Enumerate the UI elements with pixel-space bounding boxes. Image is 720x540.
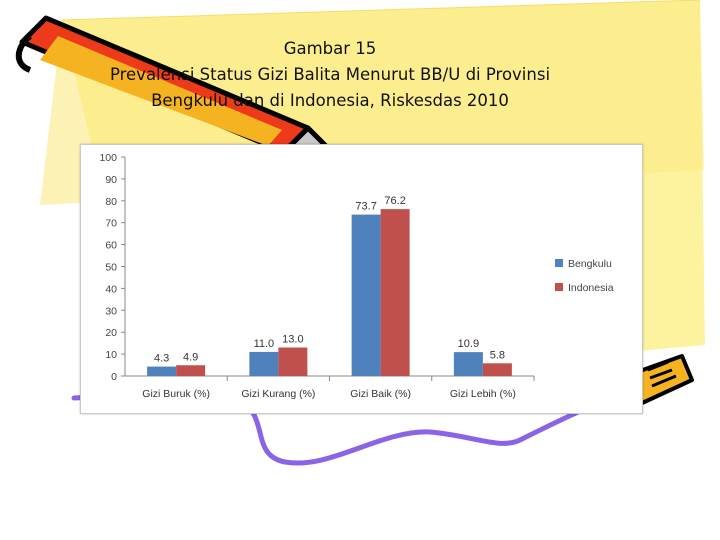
title-line-main: Prevalensi Status Gizi Balita Menurut BB… (109, 65, 551, 84)
chart-panel: 0 10 20 30 40 50 60 70 80 90 100 4.3 4.9 Gizi Buruk (… (80, 144, 643, 414)
y-tick-label: 30 (105, 305, 117, 317)
y-tick-label: 70 (105, 218, 117, 230)
y-tick-label: 0 (111, 371, 117, 383)
bar-bengkulu (249, 351, 279, 376)
bar-bengkulu (147, 366, 177, 376)
y-tick-label: 40 (105, 283, 117, 295)
legend-label-bengkulu: Bengkulu (568, 258, 612, 270)
data-label: 4.9 (183, 351, 198, 363)
bar-bengkulu (351, 214, 381, 376)
category-label: Gizi Buruk (%) (142, 388, 210, 400)
y-tick-label: 10 (105, 349, 117, 361)
bar-indonesia (278, 347, 308, 376)
category-label: Gizi Lebih (%) (450, 388, 516, 400)
data-label: 11.0 (254, 338, 275, 350)
y-tick-label: 50 (105, 262, 117, 274)
category-label: Gizi Kurang (%) (241, 388, 315, 400)
title-line-figure: Gambar 15 (283, 39, 377, 58)
y-tick-label: 20 (105, 327, 117, 339)
bar-chart: 0 10 20 30 40 50 60 70 80 90 100 4.3 4.9 Gizi Buruk (… (99, 152, 614, 400)
legend-label-indonesia: Indonesia (568, 282, 614, 294)
category-label: Gizi Baik (%) (350, 388, 411, 400)
bar-indonesia (482, 363, 512, 376)
bar-indonesia (176, 365, 206, 376)
y-tick-label: 100 (99, 152, 117, 164)
bar-indonesia (380, 209, 410, 376)
data-label: 76.2 (384, 195, 405, 207)
bar-bengkulu (453, 352, 483, 376)
y-tick-label: 80 (105, 196, 117, 208)
y-tick-label: 60 (105, 240, 117, 252)
data-label: 73.7 (355, 201, 376, 213)
title-line-sub: Bengkulu dan di Indonesia, Riskesdas 201… (151, 91, 509, 110)
data-label: 5.8 (490, 349, 505, 361)
data-label: 13.0 (282, 334, 303, 346)
legend-swatch-indonesia (555, 283, 563, 291)
data-label: 4.3 (154, 353, 169, 365)
data-label: 10.9 (458, 338, 479, 350)
y-tick-label: 90 (105, 174, 117, 186)
slide-title: Gambar 15 Prevalensi Status Gizi Balita … (30, 36, 630, 114)
legend-swatch-bengkulu (555, 259, 563, 267)
